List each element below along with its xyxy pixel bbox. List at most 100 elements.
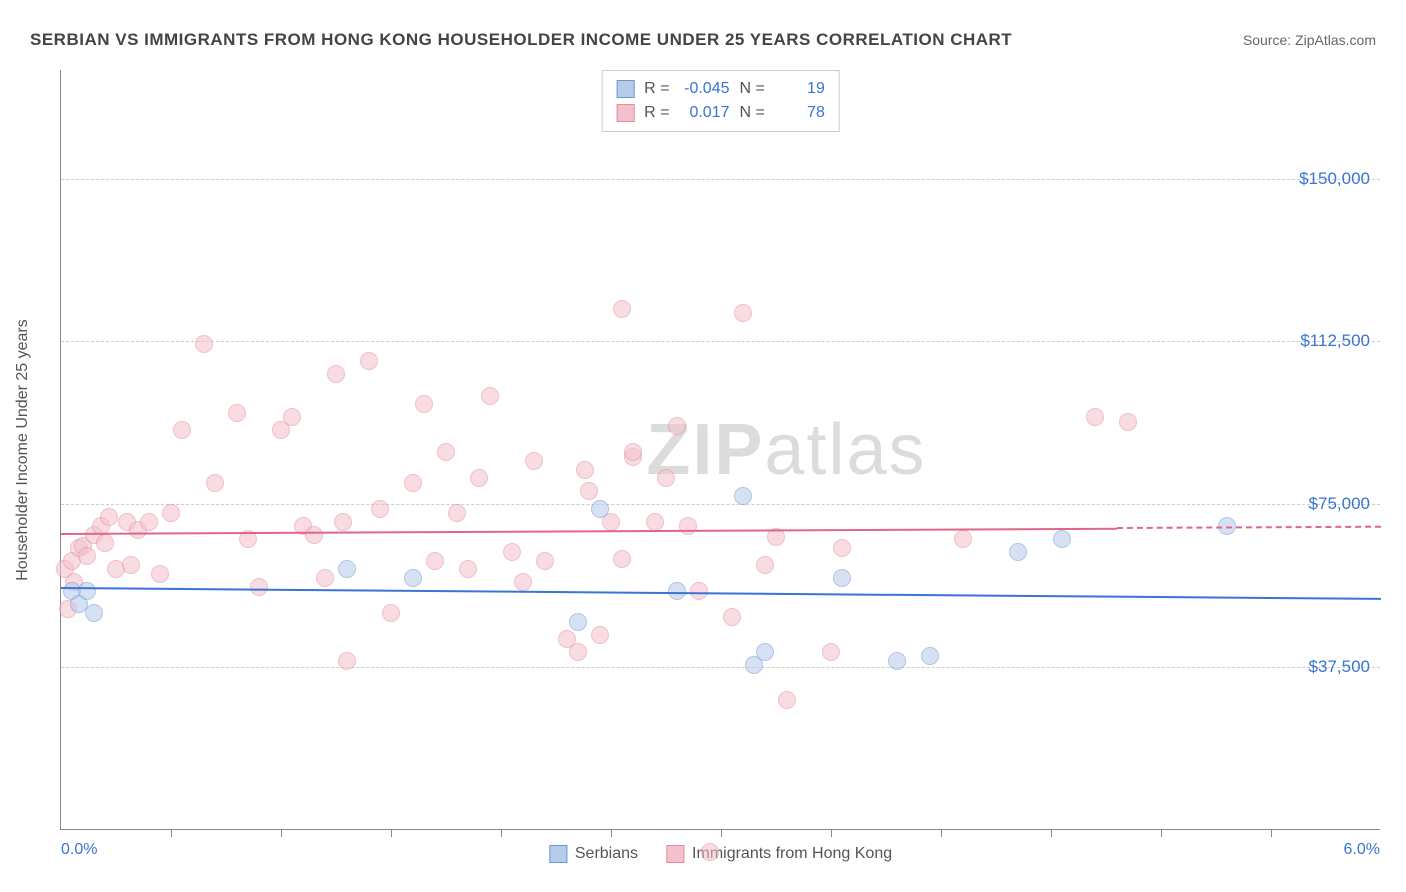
gridline <box>61 667 1380 668</box>
hk-point <box>723 608 741 626</box>
chart-title: SERBIAN VS IMMIGRANTS FROM HONG KONG HOU… <box>30 30 1012 50</box>
hk-point <box>679 517 697 535</box>
hk-point <box>591 626 609 644</box>
x-tick <box>941 829 942 837</box>
hk-point <box>338 652 356 670</box>
x-tick <box>1271 829 1272 837</box>
gridline <box>61 504 1380 505</box>
serbian-point <box>833 569 851 587</box>
hk-point <box>525 452 543 470</box>
x-axis-max-label: 6.0% <box>1344 841 1380 859</box>
swatch-hk <box>616 104 634 122</box>
hk-point <box>1119 413 1137 431</box>
legend-label-serbians: Serbians <box>575 845 638 863</box>
y-axis-title: Householder Income Under 25 years <box>14 319 32 580</box>
plot-area: ZIPatlas Householder Income Under 25 yea… <box>60 70 1380 830</box>
n-label: N = <box>740 77 765 101</box>
hk-point <box>576 461 594 479</box>
n-value-hk: 78 <box>775 101 825 125</box>
hk-point <box>151 565 169 583</box>
stats-legend-box: R = -0.045 N = 19 R = 0.017 N = 78 <box>601 70 840 132</box>
hk-point <box>334 513 352 531</box>
hk-point <box>206 474 224 492</box>
x-tick <box>281 829 282 837</box>
hk-point <box>569 643 587 661</box>
x-axis-min-label: 0.0% <box>61 841 97 859</box>
r-label: R = <box>644 77 669 101</box>
hk-point <box>122 556 140 574</box>
trend-line <box>1117 526 1381 529</box>
hk-point <box>96 534 114 552</box>
r-value-serbians: -0.045 <box>680 77 730 101</box>
y-tick-label: $112,500 <box>1300 331 1370 351</box>
hk-point <box>195 335 213 353</box>
serbian-point <box>338 560 356 578</box>
hk-point <box>657 469 675 487</box>
hk-point <box>316 569 334 587</box>
serbian-point <box>404 569 422 587</box>
hk-point <box>162 504 180 522</box>
hk-point <box>173 421 191 439</box>
watermark-light: atlas <box>764 410 926 490</box>
x-tick <box>721 829 722 837</box>
legend-item-hk: Immigrants from Hong Kong <box>666 845 892 863</box>
hk-point <box>580 482 598 500</box>
hk-point <box>822 643 840 661</box>
x-tick <box>831 829 832 837</box>
y-tick-label: $37,500 <box>1309 657 1370 677</box>
serbian-point <box>921 647 939 665</box>
legend-item-serbians: Serbians <box>549 845 638 863</box>
stats-row-serbians: R = -0.045 N = 19 <box>616 77 825 101</box>
x-tick <box>501 829 502 837</box>
hk-point <box>503 543 521 561</box>
x-tick <box>171 829 172 837</box>
hk-point <box>514 573 532 591</box>
hk-point <box>448 504 466 522</box>
legend-label-hk: Immigrants from Hong Kong <box>692 845 892 863</box>
hk-point <box>536 552 554 570</box>
x-tick <box>611 829 612 837</box>
serbian-point <box>78 582 96 600</box>
serbian-point <box>85 604 103 622</box>
x-tick <box>1161 829 1162 837</box>
hk-point <box>100 508 118 526</box>
watermark: ZIPatlas <box>646 409 926 491</box>
hk-point <box>404 474 422 492</box>
hk-point <box>305 526 323 544</box>
hk-point <box>624 443 642 461</box>
hk-point <box>78 547 96 565</box>
x-tick <box>391 829 392 837</box>
y-tick-label: $150,000 <box>1299 169 1370 189</box>
serbian-point <box>569 613 587 631</box>
hk-point <box>415 395 433 413</box>
gridline <box>61 341 1380 342</box>
hk-point <box>778 691 796 709</box>
hk-point <box>734 304 752 322</box>
serbian-point <box>1053 530 1071 548</box>
hk-point <box>283 408 301 426</box>
hk-point <box>833 539 851 557</box>
hk-point <box>437 443 455 461</box>
serbian-point <box>734 487 752 505</box>
hk-point <box>613 550 631 568</box>
x-tick <box>1051 829 1052 837</box>
n-label: N = <box>740 101 765 125</box>
swatch-hk <box>666 845 684 863</box>
hk-point <box>470 469 488 487</box>
hk-point <box>613 300 631 318</box>
swatch-serbians <box>549 845 567 863</box>
hk-point <box>382 604 400 622</box>
hk-point <box>327 365 345 383</box>
legend-bottom: Serbians Immigrants from Hong Kong <box>549 845 892 863</box>
n-value-serbians: 19 <box>775 77 825 101</box>
serbian-point <box>591 500 609 518</box>
hk-point <box>646 513 664 531</box>
hk-point <box>756 556 774 574</box>
hk-point <box>371 500 389 518</box>
r-label: R = <box>644 101 669 125</box>
hk-point <box>426 552 444 570</box>
hk-point <box>250 578 268 596</box>
source-label: Source: ZipAtlas.com <box>1243 32 1376 48</box>
hk-point <box>668 417 686 435</box>
hk-point <box>228 404 246 422</box>
